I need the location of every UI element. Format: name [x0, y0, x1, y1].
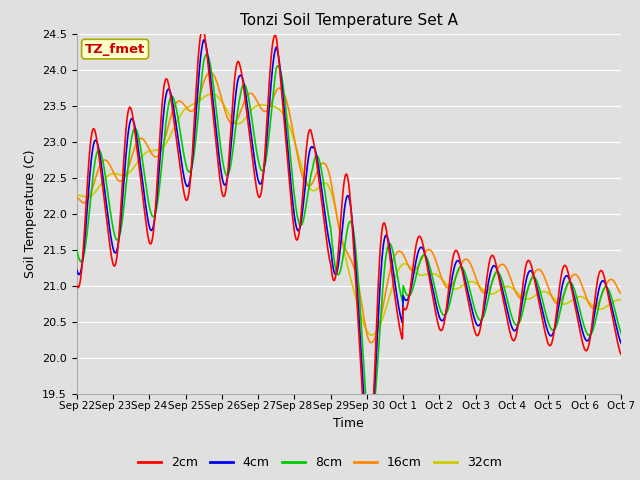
8cm: [310, 162, 317, 168]
8cm: [191, 147, 198, 153]
4cm: [547, 333, 555, 339]
4cm: [73, 267, 81, 273]
8cm: [487, 284, 495, 290]
4cm: [191, 130, 198, 135]
Line: 4cm: 4cm: [77, 40, 621, 448]
Title: Tonzi Soil Temperature Set A: Tonzi Soil Temperature Set A: [240, 13, 458, 28]
16cm: [367, 340, 375, 346]
2cm: [614, 340, 621, 346]
2cm: [215, 167, 223, 173]
16cm: [614, 286, 621, 291]
32cm: [487, 291, 495, 297]
Legend: 2cm, 4cm, 8cm, 16cm, 32cm: 2cm, 4cm, 8cm, 16cm, 32cm: [133, 451, 507, 474]
32cm: [614, 297, 621, 303]
X-axis label: Time: Time: [333, 417, 364, 430]
8cm: [215, 130, 223, 135]
4cm: [215, 152, 223, 157]
8cm: [614, 319, 621, 324]
16cm: [207, 70, 214, 75]
32cm: [547, 293, 555, 299]
4cm: [487, 268, 495, 274]
16cm: [310, 179, 317, 184]
32cm: [208, 91, 216, 97]
32cm: [73, 192, 81, 198]
2cm: [487, 254, 495, 260]
2cm: [547, 341, 555, 347]
16cm: [487, 282, 495, 288]
2cm: [310, 138, 317, 144]
2cm: [364, 467, 372, 473]
8cm: [618, 332, 625, 337]
Line: 2cm: 2cm: [77, 29, 621, 470]
16cm: [547, 293, 555, 299]
4cm: [365, 445, 372, 451]
16cm: [191, 106, 198, 111]
2cm: [191, 112, 198, 118]
Y-axis label: Soil Temperature (C): Soil Temperature (C): [24, 149, 36, 278]
32cm: [310, 188, 317, 193]
8cm: [203, 52, 211, 58]
4cm: [310, 144, 317, 150]
8cm: [73, 247, 81, 252]
8cm: [366, 421, 374, 427]
32cm: [215, 95, 223, 100]
32cm: [618, 297, 625, 302]
16cm: [215, 85, 223, 91]
4cm: [618, 341, 625, 347]
32cm: [367, 332, 375, 338]
2cm: [199, 26, 207, 32]
Line: 16cm: 16cm: [77, 72, 621, 343]
Line: 8cm: 8cm: [77, 55, 621, 424]
Text: TZ_fmet: TZ_fmet: [85, 43, 145, 56]
8cm: [547, 326, 555, 332]
4cm: [614, 330, 621, 336]
16cm: [73, 195, 81, 201]
4cm: [200, 37, 207, 43]
16cm: [618, 291, 625, 297]
2cm: [73, 283, 81, 288]
32cm: [191, 101, 198, 107]
2cm: [618, 352, 625, 358]
Line: 32cm: 32cm: [77, 94, 621, 335]
